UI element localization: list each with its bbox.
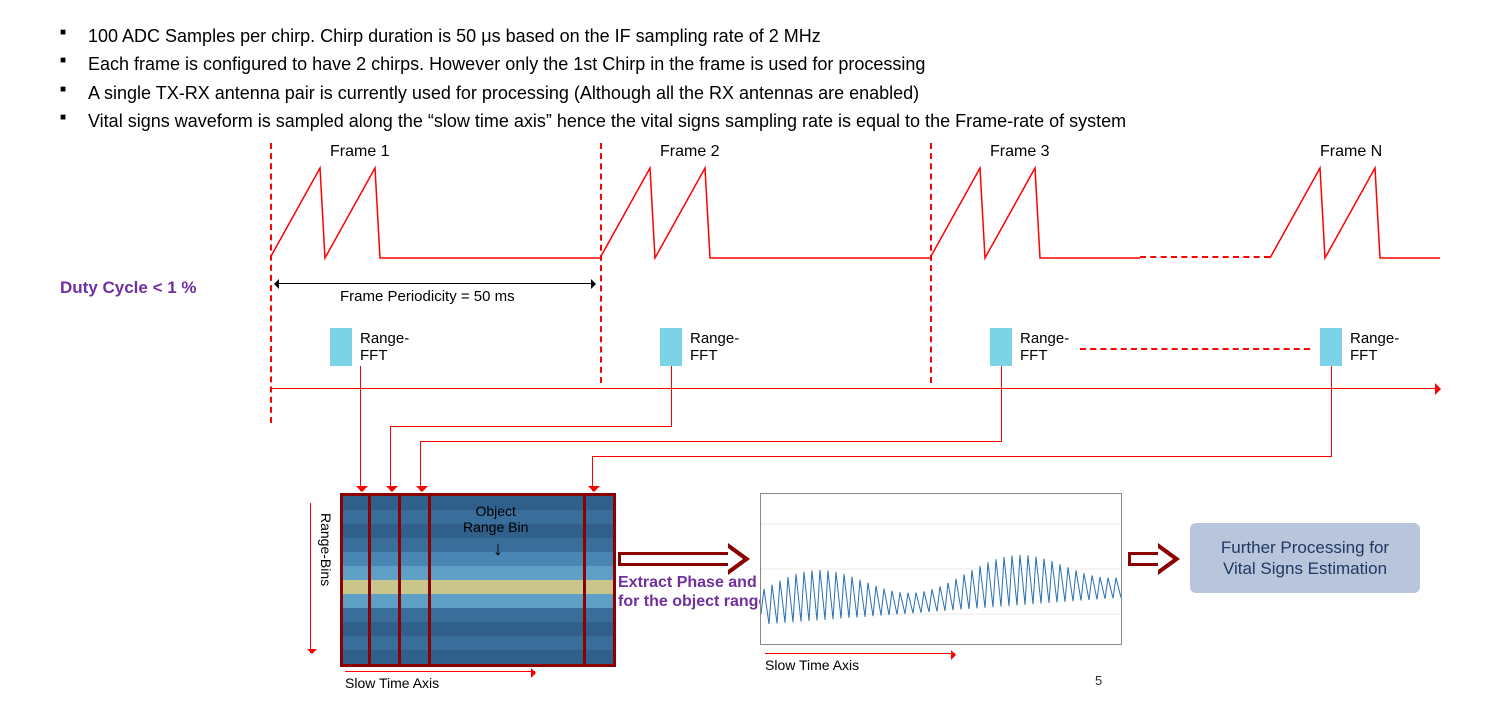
slow-time-label: Slow Time Axis <box>765 657 859 673</box>
fft-ellipsis <box>1080 348 1310 350</box>
flow-arrow <box>618 543 750 575</box>
fft-label: Range- FFT <box>690 331 739 364</box>
fft-box <box>1320 328 1342 366</box>
connector <box>592 456 593 491</box>
heatmap-column <box>583 493 586 667</box>
flow-arrow <box>1128 543 1180 575</box>
frame-label-2: Frame 2 <box>660 143 720 161</box>
timeline-arrow <box>270 388 1440 389</box>
heatmap-column <box>368 493 371 667</box>
slow-time-label: Slow Time Axis <box>345 675 439 691</box>
fft-label: Range- FFT <box>1020 331 1069 364</box>
connector <box>390 426 391 491</box>
connector <box>420 441 1002 442</box>
connector <box>671 366 672 426</box>
further-processing-box: Further Processing for Vital Signs Estim… <box>1190 523 1420 593</box>
slow-time-arrow <box>765 653 955 654</box>
range-heatmap: Object Range Bin ↓ <box>340 493 616 667</box>
range-bins-arrow <box>310 503 311 653</box>
connector <box>390 426 672 427</box>
fft-label: Range- FFT <box>360 331 409 364</box>
fft-box <box>330 328 352 366</box>
bullet-item: 100 ADC Samples per chirp. Chirp duratio… <box>60 24 1465 48</box>
heatmap-column <box>428 493 431 667</box>
object-range-bin-label: Object Range Bin <box>463 504 528 535</box>
frame-label-3: Frame 3 <box>990 143 1050 161</box>
connector <box>360 366 361 491</box>
frame-label-1: Frame 1 <box>330 143 390 161</box>
periodicity-arrow <box>275 283 595 284</box>
periodicity-label: Frame Periodicity = 50 ms <box>340 288 515 305</box>
connector <box>592 456 1332 457</box>
diagram: Duty Cycle < 1 % Frame 1 Frame 2 Frame 3… <box>40 143 1460 683</box>
fft-box <box>990 328 1012 366</box>
connector <box>1001 366 1002 441</box>
chirp-waveform-2 <box>600 163 930 263</box>
bullet-item: Vital signs waveform is sampled along th… <box>60 109 1465 133</box>
connector <box>420 441 421 491</box>
fft-label: Range- FFT <box>1350 331 1399 364</box>
bullet-list: 100 ADC Samples per chirp. Chirp duratio… <box>60 24 1465 133</box>
waveform-plot <box>760 493 1122 645</box>
slow-time-arrow <box>345 671 535 672</box>
chirp-waveform-n <box>1270 163 1440 263</box>
bullet-item: Each frame is configured to have 2 chirp… <box>60 52 1465 76</box>
frame-label-n: Frame N <box>1320 143 1382 161</box>
chirp-waveform-3 <box>930 163 1150 263</box>
down-arrow-icon: ↓ <box>493 538 503 561</box>
range-bins-label: Range-Bins <box>318 513 334 586</box>
chirp-waveform-1 <box>270 163 600 263</box>
duty-cycle-label: Duty Cycle < 1 % <box>60 278 197 298</box>
page-number: 5 <box>1095 673 1102 688</box>
chirp-ellipsis <box>1140 256 1270 258</box>
connector <box>1331 366 1332 456</box>
waveform-svg <box>761 494 1121 644</box>
heatmap-column <box>398 493 401 667</box>
fft-box <box>660 328 682 366</box>
bullet-item: A single TX-RX antenna pair is currently… <box>60 81 1465 105</box>
